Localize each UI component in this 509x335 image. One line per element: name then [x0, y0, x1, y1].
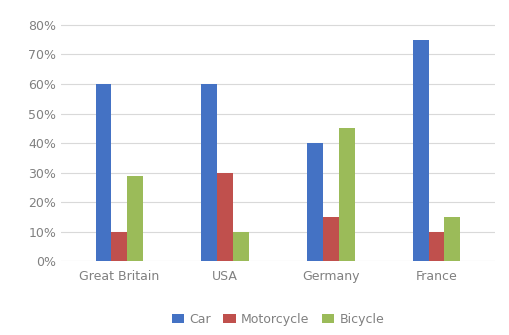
Bar — [306, 143, 322, 261]
Bar — [217, 173, 233, 261]
Bar — [233, 232, 248, 261]
Bar — [338, 128, 354, 261]
Bar — [127, 176, 143, 261]
Bar — [444, 217, 460, 261]
Bar — [412, 40, 428, 261]
Bar — [322, 217, 338, 261]
Bar — [201, 84, 217, 261]
Bar — [428, 232, 444, 261]
Bar — [111, 232, 127, 261]
Bar — [95, 84, 111, 261]
Legend: Car, Motorcycle, Bicycle: Car, Motorcycle, Bicycle — [166, 308, 388, 331]
